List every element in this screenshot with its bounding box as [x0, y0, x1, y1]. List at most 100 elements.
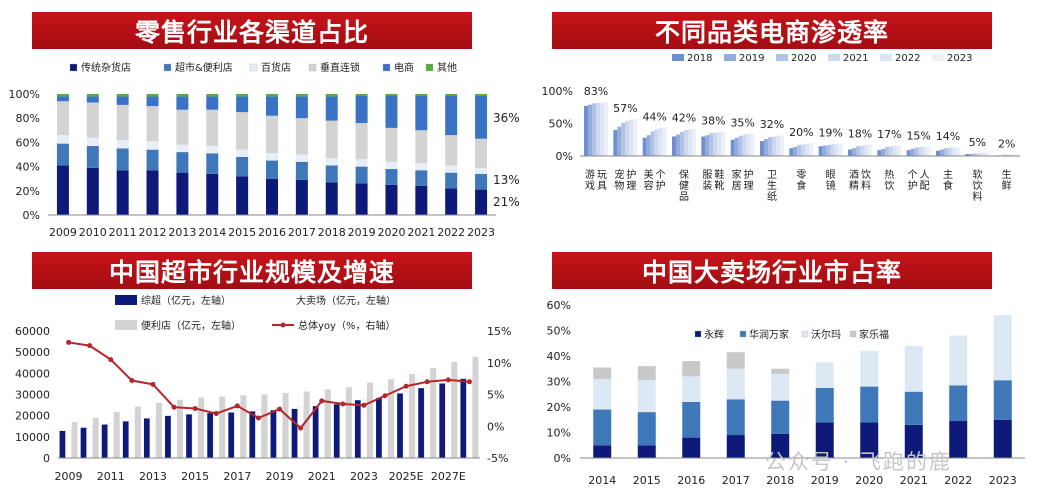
- bar-segment: [993, 380, 1012, 420]
- bar: [705, 135, 710, 156]
- legend-swatch: [249, 63, 258, 72]
- bar: [889, 146, 894, 156]
- bar: [801, 144, 806, 156]
- x-tick-label: 2025E: [389, 470, 424, 483]
- bar: [906, 150, 911, 156]
- bar-segment: [682, 401, 701, 438]
- x-tick-label: 2021: [308, 470, 336, 483]
- bar: [965, 154, 970, 156]
- legend-swatch: [425, 63, 434, 72]
- y2-tick-label: 10%: [487, 357, 511, 370]
- bar: [805, 143, 810, 156]
- bar: [451, 362, 458, 458]
- bar: [423, 386, 431, 459]
- y2-tick-label: 0%: [487, 420, 504, 433]
- chart-retail-channel-share: 传统杂货店 超市&便利店 百货店 垂直连锁 电商 其他 0% 20% 40% 60% 80% 100%…: [9, 61, 520, 239]
- bar: [629, 119, 634, 156]
- x-tick-label: 2013: [139, 470, 167, 483]
- bar: [834, 144, 839, 156]
- bar: [134, 406, 141, 458]
- bar-segment: [593, 367, 612, 379]
- bar-segment: [86, 96, 99, 103]
- bar-segment: [771, 433, 790, 458]
- bar: [439, 383, 446, 458]
- x-tick-label: 2027E: [431, 470, 466, 483]
- bar-segment: [116, 139, 129, 149]
- bar-segment: [56, 135, 69, 144]
- bar: [613, 130, 618, 156]
- bar: [228, 412, 235, 458]
- x-tick-label: 戏: [585, 180, 595, 192]
- y-tick-label: 20%: [16, 185, 40, 198]
- bar: [59, 430, 66, 458]
- y-tick-label: 40%: [547, 350, 571, 363]
- x-tick-label: 2017: [223, 470, 251, 483]
- bar-segment: [475, 173, 488, 190]
- legend-label: 综超（亿元，左轴）: [141, 294, 231, 307]
- bar-segment: [206, 96, 219, 110]
- bar: [1006, 154, 1011, 156]
- x-tick-label: 2009: [49, 226, 77, 239]
- legend-label: 沃尔玛: [811, 328, 841, 341]
- bar: [750, 133, 755, 156]
- bar-segment: [116, 94, 129, 97]
- bar-segment: [475, 138, 488, 168]
- bar: [249, 411, 256, 458]
- bar: [868, 144, 872, 156]
- bar-segment: [415, 162, 428, 171]
- panel-hypermarket-share: 中国大卖场行业市占率 永辉 华润万家 沃尔玛 家乐福 0% 10% 20% 30% 40% 50%…: [520, 248, 1038, 499]
- bar-segment: [815, 387, 834, 423]
- bar: [409, 373, 416, 458]
- bar: [822, 145, 827, 156]
- bar-segment: [385, 169, 398, 185]
- x-tick-label: 卫: [767, 170, 777, 181]
- bar: [684, 130, 688, 156]
- line-point: [108, 357, 114, 363]
- bar: [721, 131, 726, 156]
- bar-segment: [860, 386, 879, 423]
- bar: [838, 143, 843, 156]
- bar: [600, 102, 604, 156]
- legend-label: 2023: [947, 53, 972, 64]
- x-tick-label: 2014: [588, 474, 616, 487]
- bar: [658, 128, 663, 156]
- bar: [746, 133, 751, 156]
- y-tick-label: 0%: [23, 209, 40, 222]
- line-point: [213, 411, 219, 417]
- bar-segment: [860, 422, 879, 458]
- bar: [952, 147, 956, 156]
- bar-segment: [266, 160, 278, 179]
- bar-segment: [295, 118, 308, 155]
- line-point: [319, 398, 325, 404]
- x-tick-label: 2019: [348, 226, 376, 239]
- bar: [780, 135, 784, 156]
- bar: [430, 368, 437, 458]
- bar: [149, 416, 157, 459]
- bar-segment: [176, 94, 189, 97]
- bar-segment: [415, 130, 428, 163]
- bar-segment: [415, 170, 428, 186]
- legend-swatch: [880, 54, 892, 61]
- x-tick-label: 人: [920, 169, 930, 181]
- bar-segment: [593, 409, 612, 446]
- legend-label: 百货店: [261, 61, 291, 74]
- x-tick-label: 家: [732, 168, 742, 181]
- x-tick-label: 鲜: [1002, 179, 1012, 192]
- bar: [713, 132, 718, 156]
- bar: [354, 400, 361, 458]
- bar-segment: [86, 94, 99, 97]
- y-tick-label: 10000: [15, 431, 50, 444]
- bar-segment: [385, 94, 398, 96]
- y-tick-label: 100%: [9, 88, 40, 101]
- y-tick-label: 40000: [15, 367, 50, 380]
- y-tick-label: 40%: [16, 161, 40, 174]
- data-label: 19%: [818, 127, 842, 140]
- bar: [881, 148, 886, 156]
- bar: [388, 379, 395, 458]
- bar: [977, 153, 982, 156]
- bar-segment: [86, 167, 99, 215]
- x-tick-label: 热: [884, 168, 894, 181]
- data-label: 83%: [584, 85, 608, 98]
- x-tick-label: 2019: [266, 470, 294, 483]
- bar: [717, 131, 722, 156]
